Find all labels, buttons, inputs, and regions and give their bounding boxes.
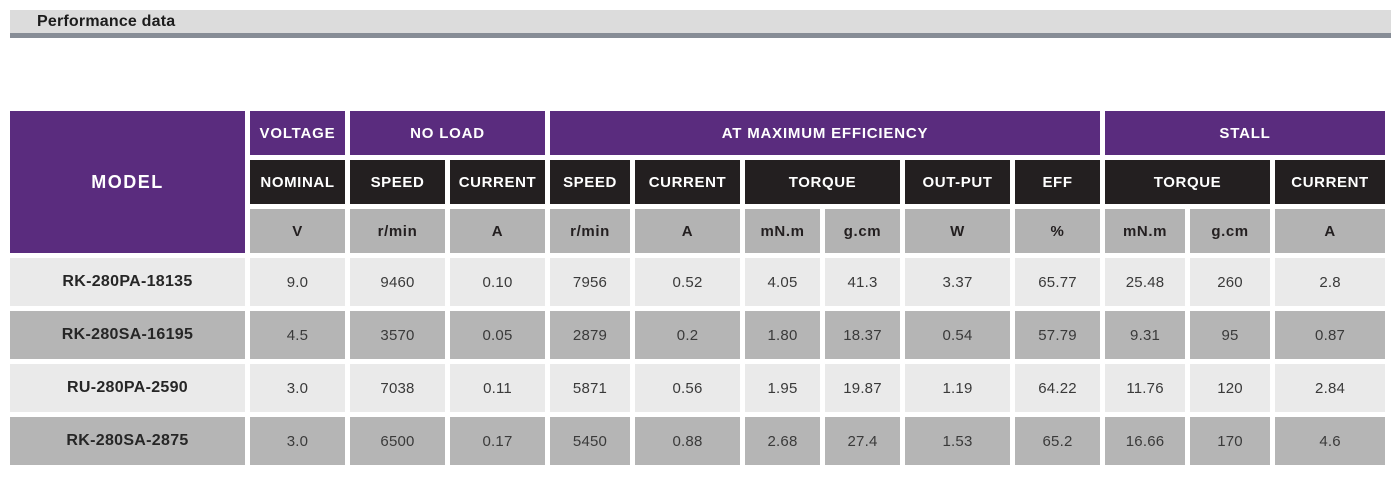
value-cell: 41.3	[825, 258, 901, 306]
value-cell: 2.68	[745, 417, 821, 465]
value-cell: 9.31	[1105, 311, 1186, 359]
value-cell: 3.0	[250, 417, 345, 465]
value-cell: 3570	[350, 311, 445, 359]
value-cell: 2.84	[1275, 364, 1386, 412]
value-cell: 57.79	[1015, 311, 1101, 359]
value-cell: 0.54	[905, 311, 1011, 359]
value-cell: 6500	[350, 417, 445, 465]
model-cell: RK-280PA-18135	[10, 258, 245, 306]
value-cell: 0.10	[450, 258, 546, 306]
value-cell: 1.53	[905, 417, 1011, 465]
value-cell: 25.48	[1105, 258, 1186, 306]
value-cell: 9460	[350, 258, 445, 306]
table-row: RU-280PA-2590 3.0 7038 0.11 5871 0.56 1.…	[10, 364, 1386, 412]
section-title-bar: Performance data	[10, 10, 1391, 38]
value-cell: 4.5	[250, 311, 345, 359]
unit-cell: mN.m	[1105, 209, 1186, 253]
unit-cell: A	[1275, 209, 1386, 253]
table-row: RK-280SA-16195 4.5 3570 0.05 2879 0.2 1.…	[10, 311, 1386, 359]
model-cell: RK-280SA-16195	[10, 311, 245, 359]
model-cell: RK-280SA-2875	[10, 417, 245, 465]
unit-cell: A	[450, 209, 546, 253]
unit-cell: g.cm	[825, 209, 901, 253]
table-row: RK-280SA-2875 3.0 6500 0.17 5450 0.88 2.…	[10, 417, 1386, 465]
value-cell: 1.19	[905, 364, 1011, 412]
sub-header-eff: EFF	[1015, 160, 1101, 204]
value-cell: 120	[1190, 364, 1271, 412]
value-cell: 65.2	[1015, 417, 1101, 465]
table-row: RK-280PA-18135 9.0 9460 0.10 7956 0.52 4…	[10, 258, 1386, 306]
sub-header-noload-speed: SPEED	[350, 160, 445, 204]
sub-header-output: OUT-PUT	[905, 160, 1011, 204]
performance-data-table: MODEL VOLTAGE NO LOAD AT MAXIMUM EFFICIE…	[5, 106, 1390, 470]
table-header: MODEL VOLTAGE NO LOAD AT MAXIMUM EFFICIE…	[10, 111, 1386, 253]
value-cell: 7038	[350, 364, 445, 412]
unit-cell: V	[250, 209, 345, 253]
value-cell: 170	[1190, 417, 1271, 465]
value-cell: 1.95	[745, 364, 821, 412]
value-cell: 27.4	[825, 417, 901, 465]
group-header-no-load: NO LOAD	[350, 111, 546, 155]
unit-cell: %	[1015, 209, 1101, 253]
column-header-model: MODEL	[10, 111, 245, 253]
value-cell: 18.37	[825, 311, 901, 359]
header-sub-row: NOMINAL SPEED CURRENT SPEED CURRENT TORQ…	[10, 160, 1386, 204]
value-cell: 3.37	[905, 258, 1011, 306]
value-cell: 0.11	[450, 364, 546, 412]
value-cell: 5871	[550, 364, 631, 412]
value-cell: 7956	[550, 258, 631, 306]
sub-header-maxeff-speed: SPEED	[550, 160, 631, 204]
value-cell: 64.22	[1015, 364, 1101, 412]
table-body: RK-280PA-18135 9.0 9460 0.10 7956 0.52 4…	[10, 258, 1386, 465]
unit-cell: mN.m	[745, 209, 821, 253]
value-cell: 0.56	[635, 364, 741, 412]
value-cell: 0.17	[450, 417, 546, 465]
sub-header-noload-current: CURRENT	[450, 160, 546, 204]
value-cell: 19.87	[825, 364, 901, 412]
group-header-stall: STALL	[1105, 111, 1386, 155]
unit-cell: A	[635, 209, 741, 253]
sub-header-maxeff-torque: TORQUE	[745, 160, 901, 204]
unit-cell: W	[905, 209, 1011, 253]
value-cell: 4.6	[1275, 417, 1386, 465]
value-cell: 2879	[550, 311, 631, 359]
unit-cell: g.cm	[1190, 209, 1271, 253]
value-cell: 3.0	[250, 364, 345, 412]
value-cell: 5450	[550, 417, 631, 465]
value-cell: 0.87	[1275, 311, 1386, 359]
sub-header-nominal: NOMINAL	[250, 160, 345, 204]
header-group-row: MODEL VOLTAGE NO LOAD AT MAXIMUM EFFICIE…	[10, 111, 1386, 253]
value-cell: 9.0	[250, 258, 345, 306]
value-cell: 16.66	[1105, 417, 1186, 465]
value-cell: 1.80	[745, 311, 821, 359]
section-title: Performance data	[37, 12, 176, 30]
header-units-row: V r/min A r/min A mN.m g.cm W % mN.m g.c…	[10, 209, 1386, 253]
sub-header-stall-torque: TORQUE	[1105, 160, 1271, 204]
unit-cell: r/min	[550, 209, 631, 253]
value-cell: 260	[1190, 258, 1271, 306]
value-cell: 65.77	[1015, 258, 1101, 306]
model-cell: RU-280PA-2590	[10, 364, 245, 412]
value-cell: 0.52	[635, 258, 741, 306]
sub-header-stall-current: CURRENT	[1275, 160, 1386, 204]
value-cell: 0.2	[635, 311, 741, 359]
value-cell: 0.05	[450, 311, 546, 359]
sub-header-maxeff-current: CURRENT	[635, 160, 741, 204]
unit-cell: r/min	[350, 209, 445, 253]
group-header-voltage: VOLTAGE	[250, 111, 345, 155]
value-cell: 0.88	[635, 417, 741, 465]
group-header-at-maximum-efficiency: AT MAXIMUM EFFICIENCY	[550, 111, 1101, 155]
value-cell: 2.8	[1275, 258, 1386, 306]
value-cell: 95	[1190, 311, 1271, 359]
value-cell: 4.05	[745, 258, 821, 306]
value-cell: 11.76	[1105, 364, 1186, 412]
